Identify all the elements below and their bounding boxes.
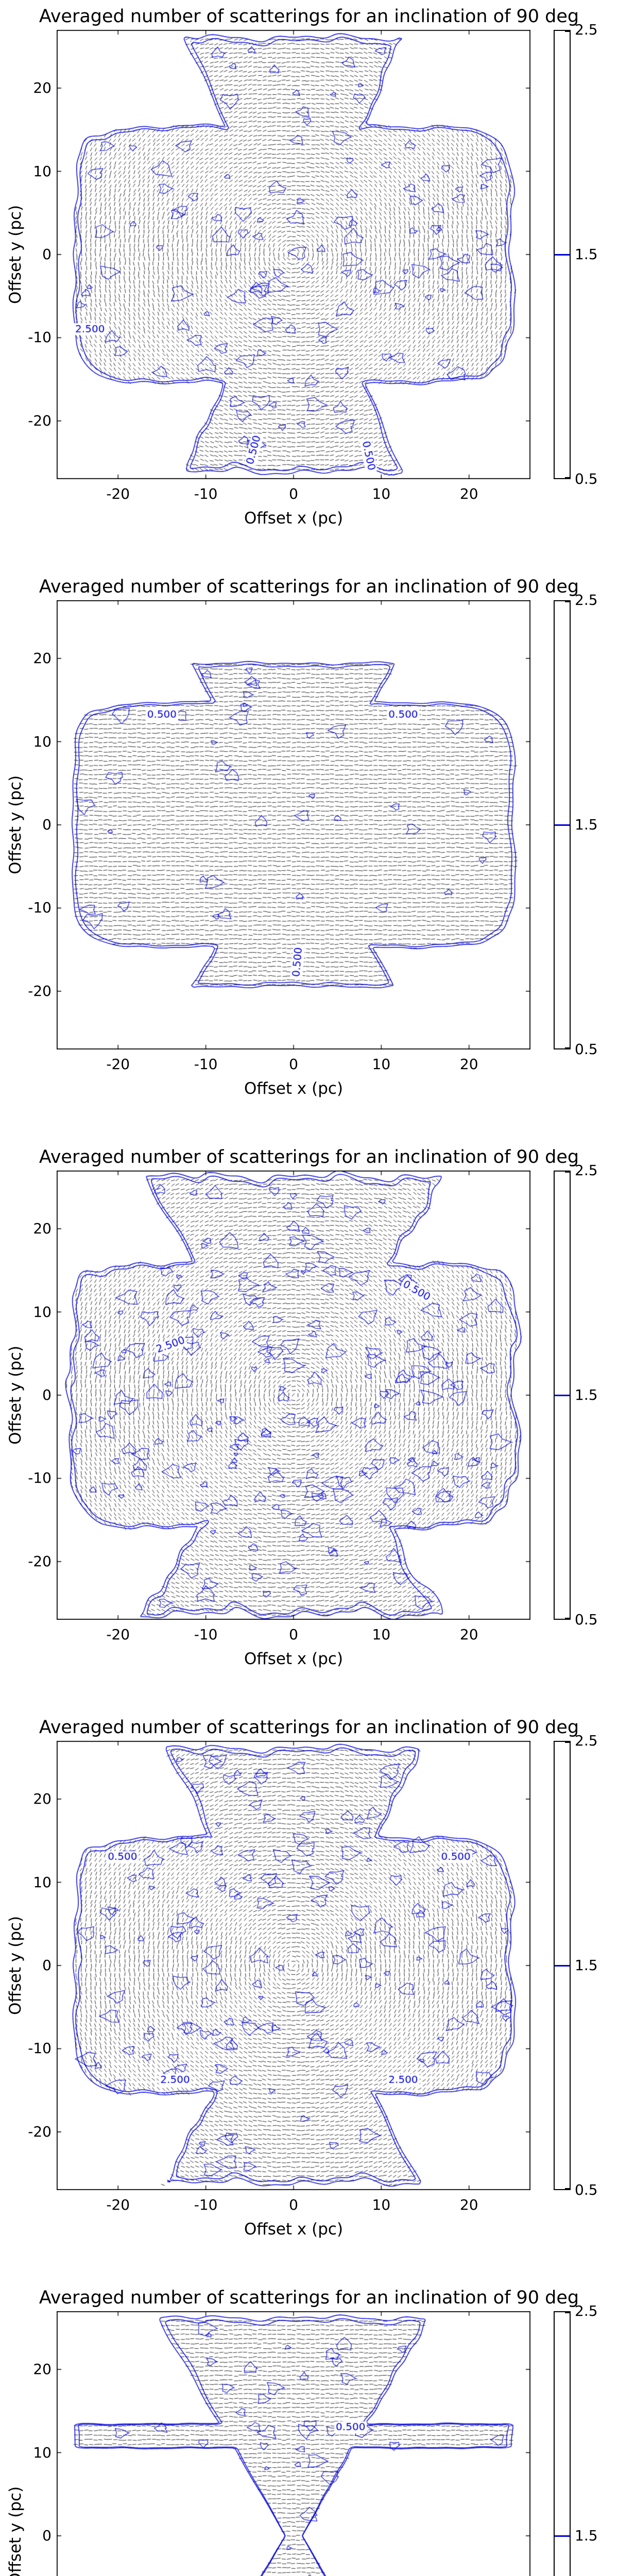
x-tick-label: 20 — [459, 2196, 478, 2213]
colorbar-tick-mark — [565, 31, 570, 32]
x-axis-label: Offset x (pc) — [244, 2220, 344, 2239]
colorbar-tick-label: 1.5 — [575, 246, 598, 263]
colorbar-level-line — [555, 824, 570, 826]
colorbar-level-line — [555, 1965, 570, 1967]
colorbar-tick-label: 2.5 — [575, 591, 598, 608]
x-tick-label: 10 — [372, 2196, 391, 2213]
plot-canvas — [57, 600, 530, 1049]
colorbar-tick-label: 1.5 — [575, 1386, 598, 1403]
colorbar-tick-mark — [565, 1618, 570, 1619]
y-tick-label: -20 — [28, 412, 52, 429]
colorbar-tick-label: 0.5 — [575, 470, 598, 487]
colorbar-tick-label: 2.5 — [575, 2302, 598, 2319]
plot-title: Averaged number of scatterings for an in… — [39, 1147, 579, 1167]
colorbar-tick-label: 0.5 — [575, 2181, 598, 2198]
plot-area — [57, 2311, 530, 2576]
y-tick-label: -20 — [28, 2123, 52, 2140]
figure-panel: Averaged number of scatterings for an in… — [0, 0, 618, 570]
colorbar-tick-mark — [565, 477, 570, 478]
plot-title: Averaged number of scatterings for an in… — [39, 577, 579, 597]
y-tick-label: 10 — [33, 162, 52, 180]
x-tick-label: -20 — [106, 1056, 130, 1073]
y-tick-label: 0 — [42, 2527, 52, 2544]
plot-canvas — [57, 1171, 530, 1620]
y-tick-label: 20 — [33, 79, 52, 97]
x-axis-label: Offset x (pc) — [244, 1650, 344, 1668]
x-tick-label: 0 — [289, 1626, 298, 1643]
x-tick-label: 10 — [372, 485, 391, 502]
colorbar-tick-label: 1.5 — [575, 1957, 598, 1974]
figure-panel: Averaged number of scatterings for an in… — [0, 2281, 618, 2576]
y-tick-label: 10 — [33, 733, 52, 750]
y-tick-label: -20 — [28, 982, 52, 999]
y-tick-label: 20 — [33, 1220, 52, 1238]
colorbar-tick-mark — [565, 2312, 570, 2313]
y-tick-label: -10 — [28, 329, 52, 346]
x-tick-label: 20 — [459, 1626, 478, 1643]
x-tick-label: -20 — [106, 2196, 130, 2213]
x-tick-label: 0 — [289, 1056, 298, 1073]
colorbar-tick-label: 2.5 — [575, 1162, 598, 1179]
plot-canvas — [57, 30, 530, 479]
colorbar-tick-mark — [565, 601, 570, 602]
colorbar-tick-label: 0.5 — [575, 1041, 598, 1058]
colorbar-tick-mark — [565, 2188, 570, 2189]
colorbar-tick-label: 2.5 — [575, 1732, 598, 1749]
y-tick-label: 10 — [33, 1873, 52, 1891]
figure-panel: Averaged number of scatterings for an in… — [0, 570, 618, 1141]
plot-title: Averaged number of scatterings for an in… — [39, 2287, 579, 2308]
colorbar — [554, 2311, 571, 2576]
x-tick-label: -10 — [194, 1056, 218, 1073]
x-tick-label: 0 — [289, 485, 298, 502]
y-tick-label: 0 — [42, 1957, 52, 1974]
colorbar-tick-label: 0.5 — [575, 1611, 598, 1628]
y-tick-label: 20 — [33, 650, 52, 667]
colorbar-level-line — [555, 1395, 570, 1396]
x-tick-label: 20 — [459, 485, 478, 502]
plot-area — [57, 1171, 530, 1620]
x-tick-label: 20 — [459, 1056, 478, 1073]
y-tick-label: -10 — [28, 899, 52, 917]
plot-area — [57, 600, 530, 1049]
y-tick-label: 0 — [42, 1386, 52, 1403]
x-tick-label: -20 — [106, 1626, 130, 1643]
x-tick-label: -10 — [194, 1626, 218, 1643]
y-tick-label: 10 — [33, 1303, 52, 1320]
colorbar-tick-mark — [565, 1047, 570, 1048]
x-axis-label: Offset x (pc) — [244, 509, 344, 528]
y-tick-label: -20 — [28, 1552, 52, 1570]
x-tick-label: -20 — [106, 485, 130, 502]
colorbar-level-line — [555, 254, 570, 256]
colorbar-level-line — [555, 2535, 570, 2537]
plot-canvas — [57, 1741, 530, 2190]
x-tick-label: -10 — [194, 485, 218, 502]
plot-canvas — [57, 2311, 530, 2576]
colorbar-tick-label: 1.5 — [575, 2527, 598, 2544]
y-tick-label: 0 — [42, 816, 52, 833]
y-tick-label: 20 — [33, 2361, 52, 2378]
figure-panel: Averaged number of scatterings for an in… — [0, 1711, 618, 2281]
x-tick-label: -10 — [194, 2196, 218, 2213]
plot-title: Averaged number of scatterings for an in… — [39, 6, 579, 27]
colorbar-tick-mark — [565, 1742, 570, 1743]
plot-area — [57, 30, 530, 479]
x-tick-label: 0 — [289, 2196, 298, 2213]
y-tick-label: 20 — [33, 1790, 52, 1808]
plot-title: Averaged number of scatterings for an in… — [39, 1717, 579, 1738]
y-tick-label: 10 — [33, 2444, 52, 2461]
y-tick-label: -10 — [28, 1469, 52, 1487]
colorbar-tick-mark — [565, 1172, 570, 1173]
colorbar-tick-label: 1.5 — [575, 816, 598, 833]
plot-area — [57, 1741, 530, 2190]
x-tick-label: 10 — [372, 1626, 391, 1643]
y-tick-label: -10 — [28, 2040, 52, 2057]
figure-panel: Averaged number of scatterings for an in… — [0, 1141, 618, 1711]
colorbar-tick-label: 2.5 — [575, 21, 598, 38]
x-axis-label: Offset x (pc) — [244, 1079, 344, 1098]
y-tick-label: 0 — [42, 246, 52, 263]
x-tick-label: 10 — [372, 1056, 391, 1073]
